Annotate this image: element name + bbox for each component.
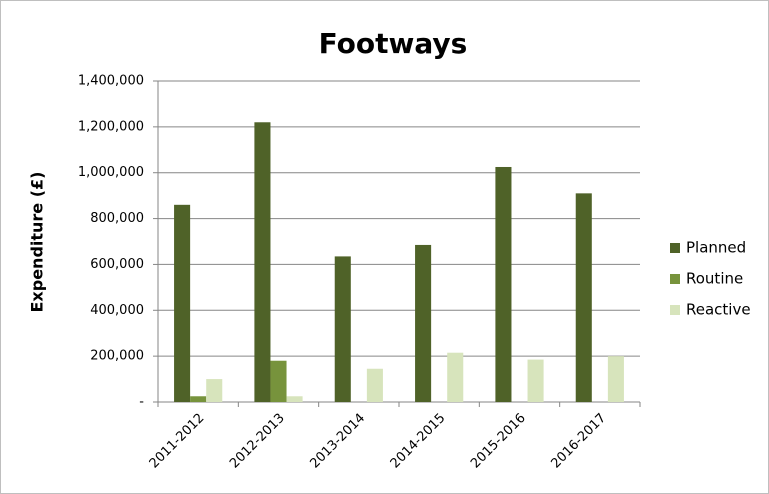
bar: [366, 368, 383, 402]
y-tick-label: -: [139, 395, 144, 410]
bar: [575, 193, 592, 402]
legend-swatch: [670, 305, 680, 315]
bar: [447, 352, 464, 402]
legend-label: Planned: [686, 239, 746, 257]
legend-swatch: [670, 274, 680, 284]
y-tick-label: 1,000,000: [78, 165, 144, 180]
y-tick-label: 800,000: [90, 211, 144, 226]
bar: [415, 244, 432, 402]
bar: [206, 379, 223, 402]
y-tick-label: 400,000: [90, 303, 144, 318]
bar: [495, 166, 512, 402]
bar: [174, 204, 191, 402]
bar: [527, 359, 544, 402]
bar: [270, 360, 287, 402]
bar: [286, 396, 303, 402]
y-tick-label: 200,000: [90, 349, 144, 364]
bar: [334, 256, 351, 402]
legend-label: Routine: [686, 270, 743, 288]
y-tick-label: 600,000: [90, 257, 144, 272]
y-tick-label: 1,400,000: [78, 74, 144, 89]
legend-swatch: [670, 243, 680, 253]
bar: [190, 396, 207, 402]
chart-title: Footways: [319, 27, 468, 60]
y-axis-label: Expenditure (£): [28, 172, 47, 313]
bar: [607, 356, 624, 402]
legend-label: Reactive: [686, 301, 751, 319]
bar: [254, 122, 271, 403]
y-tick-label: 1,200,000: [78, 119, 144, 134]
